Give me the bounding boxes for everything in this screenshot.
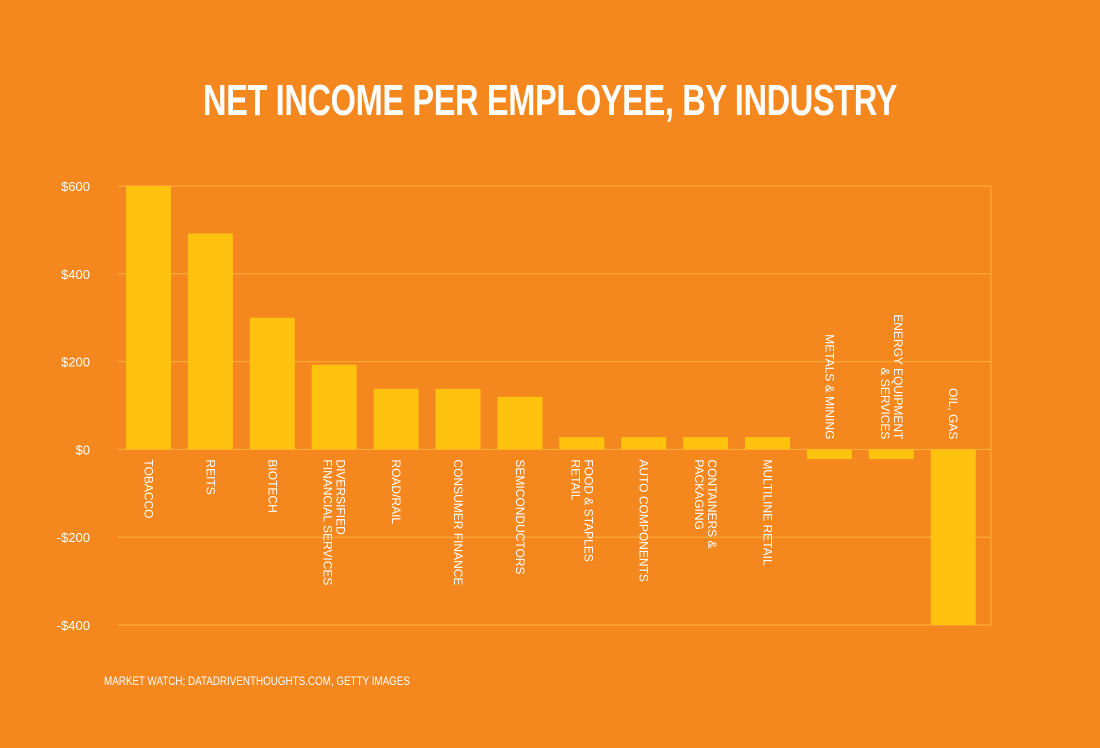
category-label: REITS [203, 459, 217, 494]
bar [621, 437, 667, 450]
y-tick-label: $400 [61, 267, 90, 282]
svg-text:REITS: REITS [203, 459, 217, 494]
svg-text:OIL, GAS: OIL, GAS [946, 388, 960, 439]
svg-text:SEMICONDUCTORS: SEMICONDUCTORS [513, 459, 527, 574]
category-label: MULTILINE RETAIL [761, 459, 775, 566]
y-tick-label: -$200 [57, 530, 90, 545]
category-label: TOBACCO [142, 459, 156, 518]
svg-text:TOBACCO: TOBACCO [142, 459, 156, 518]
bar [683, 437, 729, 450]
y-axis-ticks: $600 $400 $200 $0 -$200 -$400 [57, 179, 90, 633]
bars-layer [126, 186, 976, 625]
category-label: BIOTECH [265, 459, 279, 512]
svg-text:CONTAINERS &PACKAGING: CONTAINERS &PACKAGING [692, 459, 719, 548]
category-label: DIVERSIFIEDFINANCIAL SERVICES [321, 459, 348, 585]
bar [806, 449, 852, 460]
bar [126, 186, 171, 450]
category-label: CONTAINERS &PACKAGING [692, 459, 719, 548]
y-tick-label: -$400 [57, 618, 90, 633]
bar [868, 449, 914, 460]
category-label: AUTO COMPONENTS [637, 459, 651, 581]
y-tick-label: $600 [61, 179, 90, 194]
category-label: METALS & MINING [822, 334, 836, 439]
svg-text:BIOTECH: BIOTECH [265, 459, 279, 512]
bar [745, 437, 790, 450]
bar [497, 396, 543, 450]
category-label: CONSUMER FINANCE [451, 459, 465, 585]
y-tick-label: $200 [61, 355, 90, 370]
bar [930, 449, 976, 625]
bar [311, 364, 357, 450]
svg-text:ROAD/RAIL: ROAD/RAIL [389, 459, 403, 524]
bar [559, 437, 605, 450]
svg-text:MULTILINE RETAIL: MULTILINE RETAIL [761, 459, 775, 566]
svg-text:AUTO COMPONENTS: AUTO COMPONENTS [637, 459, 651, 581]
category-label: OIL, GAS [946, 388, 960, 439]
svg-text:CONSUMER FINANCE: CONSUMER FINANCE [451, 459, 465, 585]
category-label: FOOD & STAPLESRETAIL [568, 459, 595, 561]
svg-text:FOOD & STAPLESRETAIL: FOOD & STAPLESRETAIL [568, 459, 595, 561]
bar [187, 233, 233, 450]
bar [435, 388, 481, 450]
svg-text:METALS & MINING: METALS & MINING [822, 334, 836, 439]
category-label: ROAD/RAIL [389, 459, 403, 524]
bar [373, 388, 419, 450]
y-tick-label: $0 [76, 442, 90, 457]
source-note: MARKET WATCH; DATADRIVENTHOUGHTS.COM, GE… [104, 674, 410, 688]
grid-layer [118, 185, 992, 626]
bar [249, 317, 295, 450]
chart-title: NET INCOME PER EMPLOYEE, BY INDUSTRY [202, 76, 898, 125]
category-labels: TOBACCO REITS BIOTECH DIVERSIFIEDFINANCIAL … [142, 314, 961, 585]
svg-text:ENERGY EQUIPMENT& SERVICES: ENERGY EQUIPMENT& SERVICES [878, 314, 905, 440]
category-label: SEMICONDUCTORS [513, 459, 527, 574]
svg-text:DIVERSIFIEDFINANCIAL SERVICES: DIVERSIFIEDFINANCIAL SERVICES [321, 459, 348, 585]
category-label: ENERGY EQUIPMENT& SERVICES [878, 314, 905, 440]
